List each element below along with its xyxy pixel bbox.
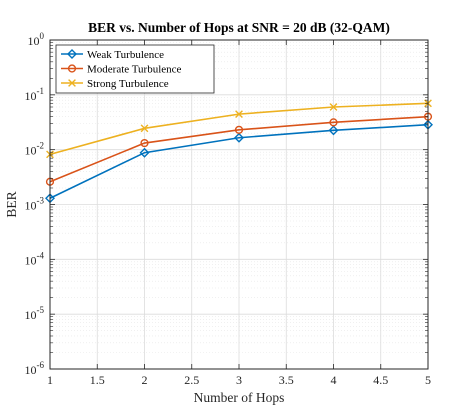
x-tick-label: 3: [236, 373, 242, 387]
x-tick-label: 4.5: [373, 373, 388, 387]
y-tick-base: 10: [25, 253, 37, 267]
y-tick-label: 100: [28, 31, 45, 48]
series-layer: [45, 99, 433, 204]
data-point: [235, 110, 243, 119]
series-weak-turbulence: [45, 119, 433, 204]
x-tick-labels: 1 1.5 2 2.5 3 3.5 4 4.5 5: [47, 373, 431, 387]
y-tick-exponent: 0: [40, 31, 45, 41]
plot-border: [49, 39, 429, 370]
legend-marker: [67, 64, 77, 73]
legend-label: Moderate Turbulence: [87, 64, 182, 76]
y-tick-label: 10-3: [25, 196, 45, 213]
x-tick-label: 2: [142, 373, 148, 387]
data-point: [329, 103, 338, 111]
legend-marker: [67, 49, 77, 59]
y-axis-label: BER: [4, 191, 19, 217]
x-axis-label: Number of Hops: [194, 390, 285, 405]
data-point: [329, 118, 338, 127]
major-grid: [50, 40, 428, 369]
data-point: [234, 132, 244, 143]
series-strong-turbulence: [46, 99, 432, 159]
y-tick-label: 10-1: [25, 86, 45, 103]
y-tick-base: 10: [25, 363, 37, 377]
y-tick-label: 10-2: [25, 141, 45, 158]
y-tick-exponent: -6: [37, 360, 45, 370]
y-tick-label: 10-5: [25, 305, 45, 322]
y-tick-label: 10-6: [25, 360, 45, 377]
plot-area: [45, 39, 433, 370]
x-tick-label: 5: [425, 373, 431, 387]
series-line: [49, 115, 429, 183]
legend-item: Moderate Turbulence: [61, 64, 182, 76]
x-tick-label: 1: [47, 373, 53, 387]
y-tick-exponent: -1: [37, 86, 45, 96]
y-tick-exponent: -4: [37, 250, 45, 260]
legend-item: Weak Turbulence: [61, 49, 164, 61]
series-line: [49, 123, 429, 199]
y-tick-label: 10-4: [25, 250, 45, 267]
data-point: [139, 147, 150, 158]
x-tick-label: 2.5: [184, 373, 199, 387]
chart-title: BER vs. Number of Hops at SNR = 20 dB (3…: [88, 20, 390, 35]
data-point: [234, 125, 244, 134]
legend-label: Weak Turbulence: [87, 49, 164, 61]
legend-marker: [68, 79, 76, 87]
x-tick-label: 3.5: [279, 373, 294, 387]
x-tick-label: 4: [331, 373, 337, 387]
y-tick-base: 10: [25, 199, 37, 213]
y-tick-exponent: -3: [37, 196, 45, 206]
y-tick-base: 10: [25, 308, 37, 322]
data-point: [328, 125, 339, 136]
y-tick-base: 10: [25, 89, 37, 103]
data-point: [140, 138, 149, 148]
y-tick-base: 10: [28, 34, 40, 48]
data-point: [140, 124, 149, 133]
legend-item: Strong Turbulence: [61, 78, 169, 90]
y-tick-exponent: -2: [37, 141, 45, 151]
legend-label: Strong Turbulence: [87, 78, 169, 90]
x-tick-label: 1.5: [90, 373, 105, 387]
legend: Weak Turbulence Moderate Turbulence Strong…: [55, 44, 215, 94]
y-tick-exponent: -5: [37, 305, 45, 315]
y-tick-base: 10: [25, 144, 37, 158]
